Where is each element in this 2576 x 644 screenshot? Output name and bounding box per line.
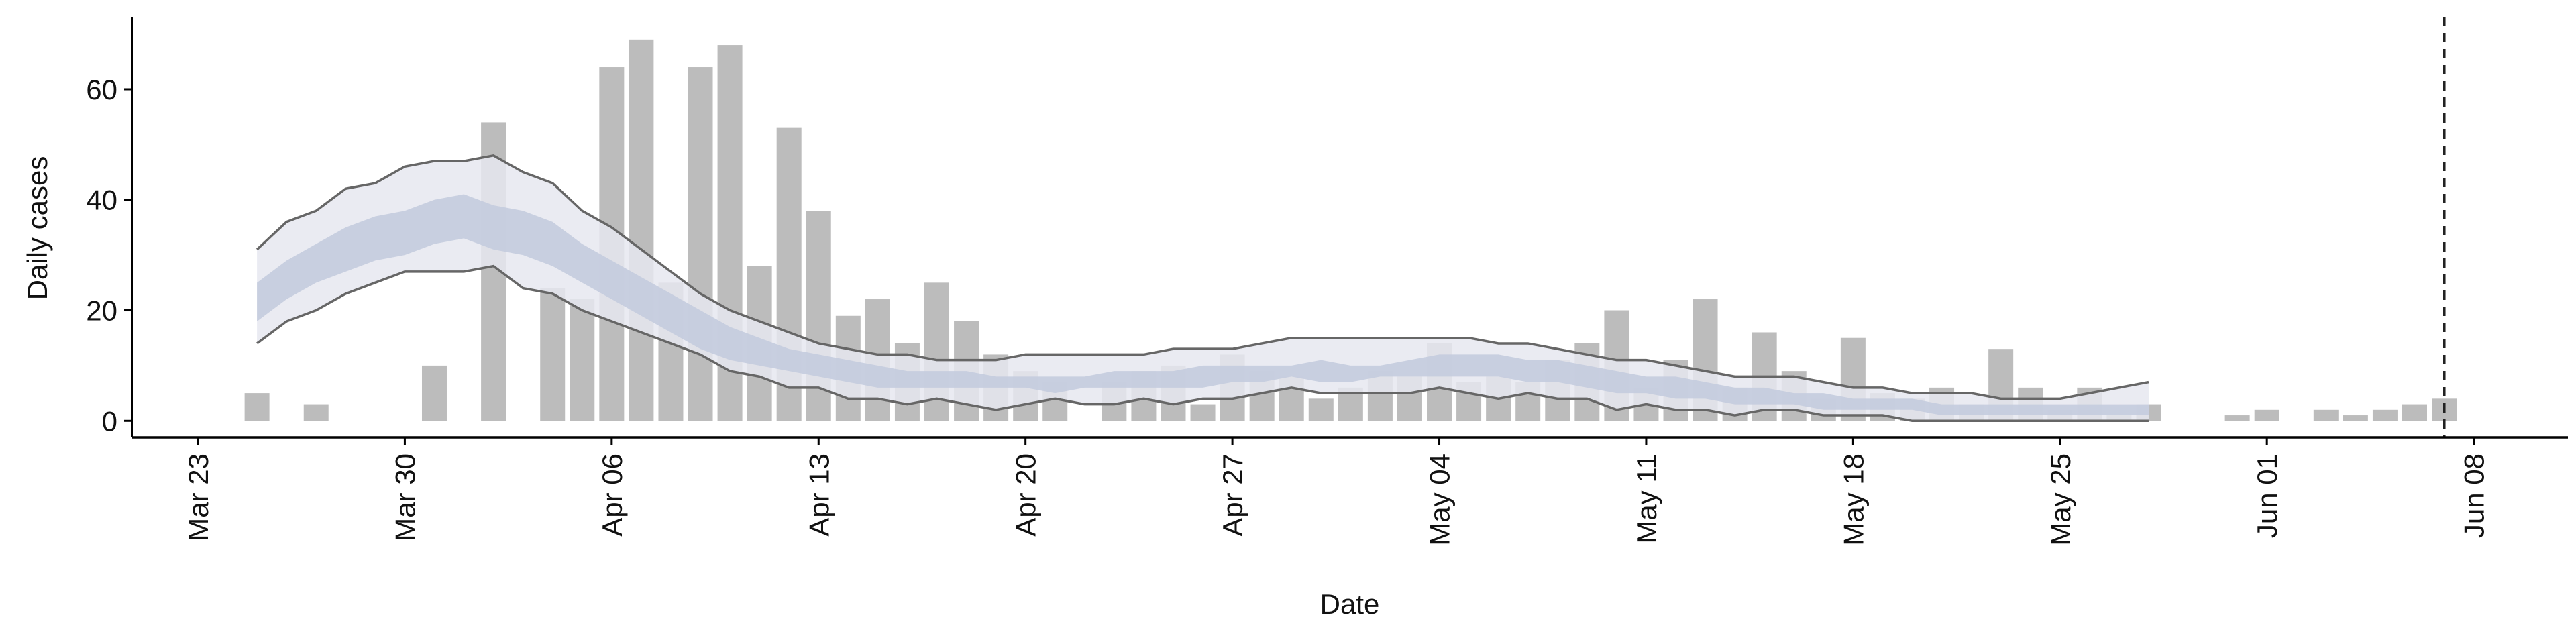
- bar: [2254, 409, 2279, 421]
- bar: [2313, 409, 2339, 421]
- bound-line: [256, 154, 2149, 400]
- bar: [421, 365, 447, 421]
- y-axis-label: Daily cases: [21, 156, 53, 301]
- bar: [2343, 415, 2368, 421]
- x-tick-label: Mar 23: [182, 453, 214, 541]
- bound-line: [256, 264, 2149, 423]
- bar: [303, 404, 329, 421]
- inner-band: [257, 194, 2149, 416]
- bar: [1308, 398, 1334, 421]
- x-tick-label: Apr 27: [1217, 453, 1248, 537]
- x-tick-label: Jun 08: [2459, 453, 2490, 538]
- x-tick-label: May 11: [1631, 453, 1662, 544]
- bar: [570, 299, 595, 421]
- y-tick-label: 20: [86, 295, 117, 327]
- x-tick-label: May 25: [2045, 453, 2076, 546]
- x-tick-label: Mar 30: [389, 453, 421, 541]
- bar: [540, 288, 566, 421]
- bar: [2372, 409, 2398, 421]
- bar: [688, 67, 713, 421]
- x-tick-label: Jun 01: [2251, 453, 2283, 538]
- x-tick-label: Apr 13: [803, 453, 835, 537]
- x-tick-label: Apr 20: [1010, 453, 1042, 537]
- bar: [2402, 404, 2427, 421]
- bar: [1190, 404, 1216, 421]
- x-tick-label: May 18: [1837, 453, 1869, 546]
- x-tick-label: May 04: [1424, 453, 1456, 546]
- x-axis-label: Date: [1320, 588, 1380, 620]
- y-tick-label: 60: [86, 74, 117, 105]
- x-tick-label: Apr 06: [596, 453, 628, 537]
- y-tick-label: 0: [102, 405, 117, 437]
- bar: [244, 393, 270, 421]
- bar: [629, 39, 654, 421]
- bar: [2224, 415, 2250, 421]
- y-tick-label: 40: [86, 184, 117, 216]
